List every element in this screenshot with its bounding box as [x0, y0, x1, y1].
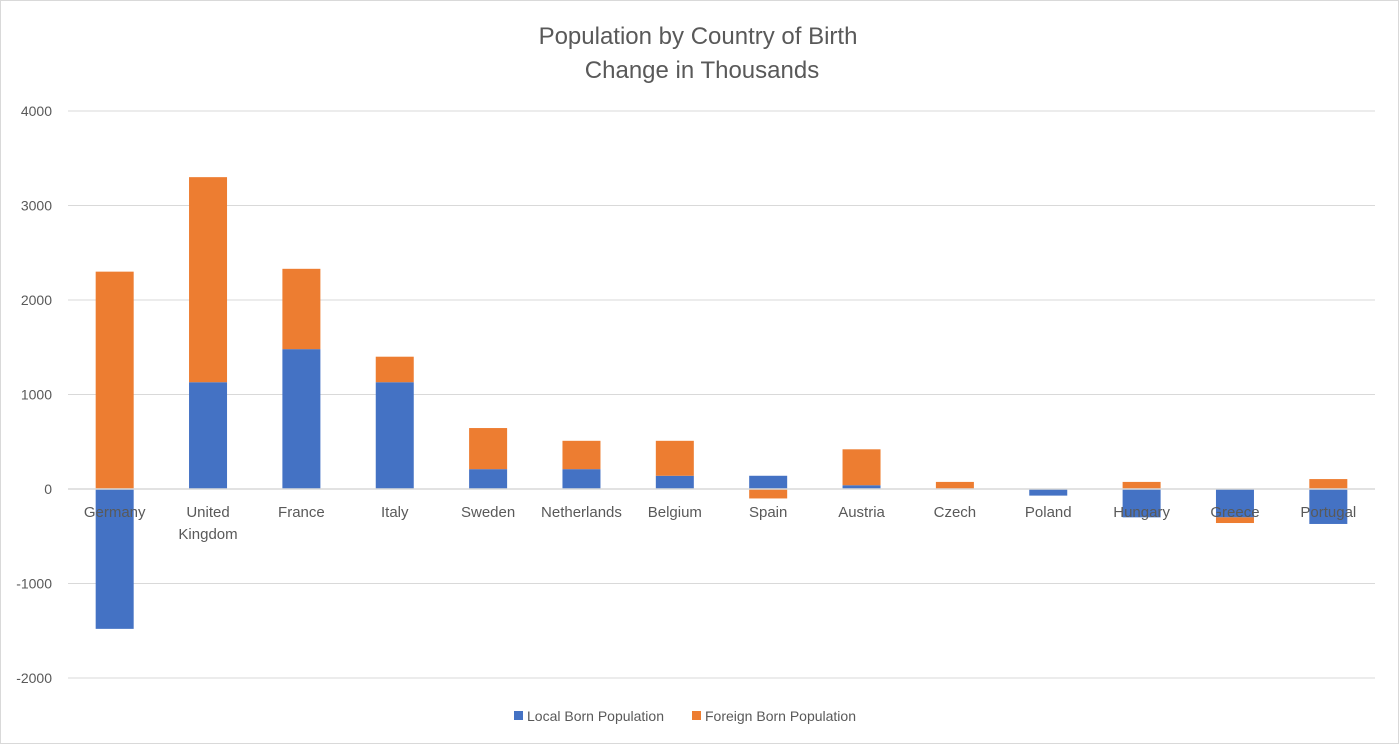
legend-swatch-foreign: [692, 711, 701, 720]
bar-foreign: [842, 449, 881, 486]
bar-foreign: [655, 440, 694, 476]
bar-local: [282, 349, 321, 489]
x-category-label: Belgium: [648, 504, 702, 521]
x-category-label: Kingdom: [178, 526, 237, 543]
y-tick-label: 3000: [21, 198, 52, 214]
bar-local: [655, 475, 694, 489]
y-tick-label: -1000: [16, 576, 52, 592]
bar-foreign: [749, 489, 788, 499]
bar-foreign: [189, 177, 228, 383]
x-category-label: Netherlands: [541, 504, 622, 521]
bar-local: [95, 489, 134, 629]
legend-swatch-local: [514, 711, 523, 720]
x-category-label: United: [186, 504, 229, 521]
x-category-label: Italy: [381, 504, 409, 521]
bar-foreign: [562, 440, 601, 470]
bar-foreign: [1122, 481, 1161, 489]
bar-foreign: [282, 268, 321, 350]
bar-foreign: [1215, 517, 1254, 524]
y-tick-label: 1000: [21, 387, 52, 403]
x-category-label: Poland: [1025, 504, 1072, 521]
x-category-label: Germany: [84, 504, 146, 521]
bar-local: [1215, 489, 1254, 518]
bar-local: [749, 475, 788, 489]
bar-local: [1309, 489, 1348, 524]
x-category-label: Spain: [749, 504, 787, 521]
bar-local: [189, 382, 228, 489]
bar-local: [469, 469, 508, 489]
legend-label: Local Born Population: [527, 708, 664, 724]
bar-local: [562, 469, 601, 489]
y-tick-label: 0: [44, 481, 52, 497]
bar-foreign: [375, 356, 414, 383]
x-category-label: Sweden: [461, 504, 515, 521]
bar-local: [1029, 489, 1068, 496]
x-category-label: France: [278, 504, 325, 521]
x-category-label: Czech: [934, 504, 977, 521]
x-category-label: Portugal: [1300, 504, 1356, 521]
y-tick-label: 2000: [21, 292, 52, 308]
chart-title-line-1: Population by Country of Birth: [539, 23, 858, 50]
x-category-label: Austria: [838, 504, 885, 521]
bar-foreign: [1309, 479, 1348, 489]
y-tick-label: 4000: [21, 103, 52, 119]
x-category-label: Greece: [1210, 504, 1259, 521]
bar-foreign: [95, 271, 134, 489]
bar-local: [375, 382, 414, 489]
legend-label: Foreign Born Population: [705, 708, 856, 724]
bar-foreign: [935, 481, 974, 489]
bar-local: [842, 485, 881, 489]
bar-local: [1122, 489, 1161, 518]
bar-foreign: [469, 428, 508, 470]
chart-title-line-2: Change in Thousands: [585, 57, 819, 84]
y-tick-label: -2000: [16, 670, 52, 686]
x-category-label: Hungary: [1113, 504, 1170, 521]
